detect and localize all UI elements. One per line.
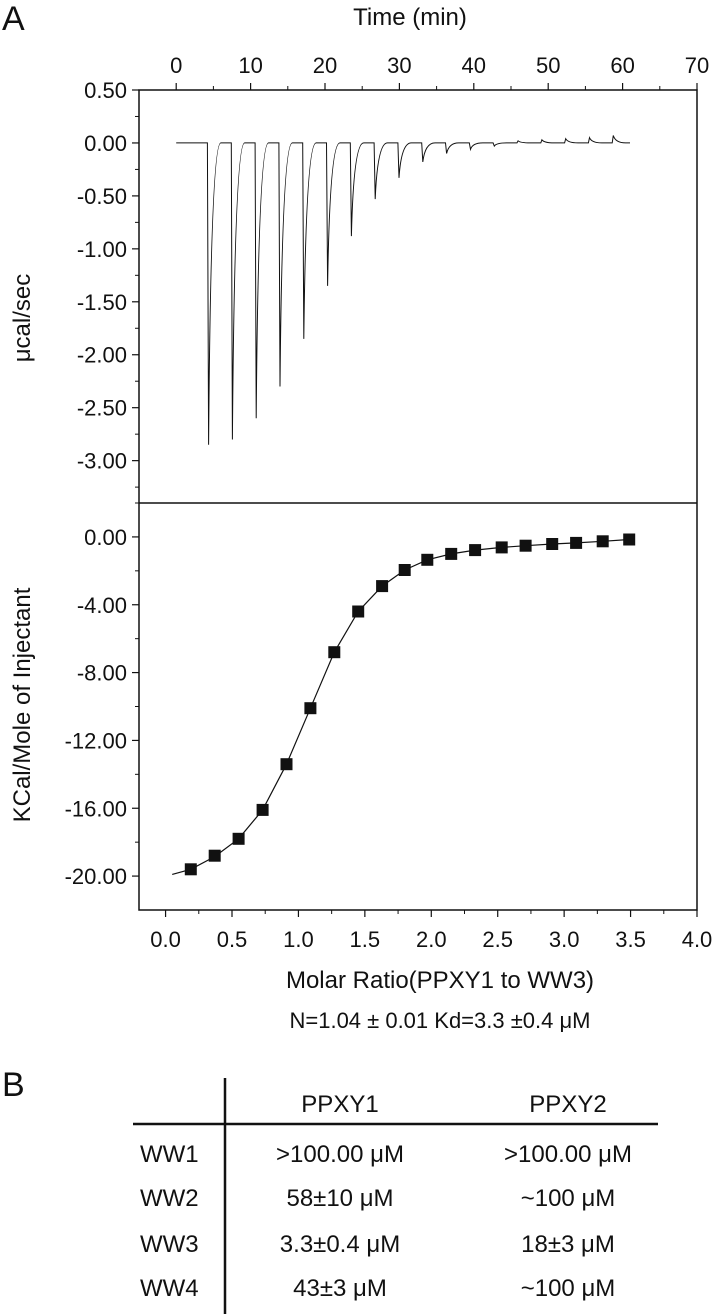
data-point [570, 536, 583, 549]
table-cell: 18±3 μM [521, 1231, 615, 1258]
data-point [352, 605, 365, 618]
y-tick-label: -2.50 [77, 396, 127, 421]
x-axis-title-time: Time (min) [353, 4, 467, 31]
x-tick-label: 1.0 [283, 927, 314, 952]
x-tick-label-top: 10 [238, 53, 262, 78]
plot-frame [138, 89, 698, 911]
y-tick-label: -20.00 [65, 864, 127, 889]
data-point [445, 547, 458, 560]
x-tick-label: 2.0 [416, 927, 447, 952]
table-cell: 58±10 μM [286, 1185, 393, 1212]
x-tick-label: 1.5 [350, 927, 381, 952]
x-tick-label-top: 30 [387, 53, 411, 78]
table-cell: ~100 μM [521, 1275, 616, 1302]
y-tick-label: -2.00 [77, 343, 127, 368]
table-cell: >100.00 μM [504, 1141, 632, 1168]
x-tick-label: 3.5 [615, 927, 646, 952]
data-point [256, 803, 269, 816]
y-tick-label: -16.00 [65, 796, 127, 821]
data-point [280, 758, 293, 771]
data-point [546, 538, 559, 550]
table-header-ppxy1: PPXY1 [301, 1091, 378, 1118]
table-cell: 3.3±0.4 μM [280, 1231, 400, 1258]
y-tick-label: 0.00 [84, 131, 127, 156]
y-tick-label: 0.50 [84, 78, 127, 103]
fit-curve [172, 538, 630, 875]
x-axis-title-molar-ratio: Molar Ratio(PPXY1 to WW3) [286, 967, 594, 994]
x-tick-label: 4.0 [682, 927, 713, 952]
x-tick-label-top: 0 [170, 53, 182, 78]
y-tick-label: -0.50 [77, 184, 127, 209]
data-point [376, 580, 389, 593]
data-point [304, 702, 317, 715]
thermogram-plot: 0 10 20 30 40 50 60 70 Time (min) 0.50 0.00 -0.50 -1… [9, 4, 709, 488]
x-tick-label-top: 70 [685, 53, 709, 78]
table-row-label: WW2 [140, 1185, 199, 1212]
x-tick-label-top: 60 [610, 53, 634, 78]
x-tick-label-top: 20 [313, 53, 337, 78]
y-axis-title-power: μcal/sec [9, 274, 36, 363]
heat-trace [176, 135, 630, 445]
isotherm-plot: 0.0 0.5 1.0 1.5 2.0 2.5 3.0 3.5 4.0 Molar Ratio(P… [9, 502, 713, 994]
data-point [328, 646, 341, 659]
data-point [469, 544, 482, 557]
x-tick-label: 3.0 [549, 927, 580, 952]
x-tick-label: 0.0 [150, 927, 181, 952]
data-point [495, 541, 508, 554]
x-tick-label: 2.5 [482, 927, 513, 952]
data-point [232, 832, 245, 845]
kd-table: PPXY1 PPXY2 WW1 >100.00 μM >100.00 μM WW2 58±1… [133, 1078, 658, 1314]
table-row-label: WW4 [140, 1275, 199, 1302]
table-cell: 43±3 μM [293, 1275, 387, 1302]
panel-a-label: A [2, 0, 25, 38]
data-point [519, 539, 532, 552]
data-point [623, 533, 636, 546]
panel-b-label: B [2, 1066, 25, 1104]
y-tick-label: -12.00 [65, 728, 127, 753]
y-tick-label: 0.00 [84, 525, 127, 550]
table-cell: ~100 μM [521, 1185, 616, 1212]
y-tick-label: -1.50 [77, 290, 127, 315]
data-point [208, 849, 221, 862]
table-cell: >100.00 μM [276, 1141, 404, 1168]
data-point [421, 553, 434, 566]
table-row-label: WW1 [140, 1141, 199, 1168]
data-point [596, 535, 609, 548]
x-tick-label: 0.5 [217, 927, 248, 952]
table-row-label: WW3 [140, 1231, 199, 1258]
table-header-ppxy2: PPXY2 [529, 1091, 606, 1118]
data-point [184, 863, 197, 876]
y-tick-label: -8.00 [77, 661, 127, 686]
fit-parameters: N=1.04 ± 0.01 Kd=3.3 ±0.4 μM [289, 1008, 590, 1033]
y-tick-label: -4.00 [77, 593, 127, 618]
y-tick-label: -1.00 [77, 237, 127, 262]
y-axis-title-enthalpy: KCal/Mole of Injectant [9, 587, 36, 822]
y-tick-label: -3.00 [77, 449, 127, 474]
x-tick-label-top: 50 [536, 53, 560, 78]
data-point [398, 564, 411, 576]
x-tick-label-top: 40 [462, 53, 486, 78]
